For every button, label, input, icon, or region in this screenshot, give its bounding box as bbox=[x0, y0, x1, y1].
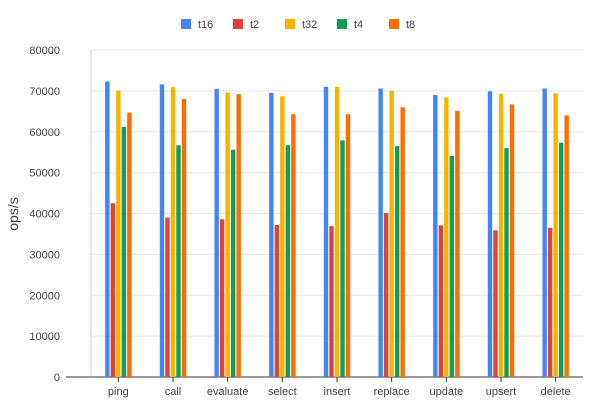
x-tick-label: update bbox=[430, 386, 464, 398]
bar-t2-delete[interactable] bbox=[547, 227, 553, 377]
bar-t16-upsert[interactable] bbox=[487, 91, 493, 377]
bar-t32-replace[interactable] bbox=[389, 90, 394, 377]
y-tick-label: 70000 bbox=[29, 86, 60, 98]
legend-label-t2[interactable]: t2 bbox=[250, 19, 259, 31]
bar-t16-update[interactable] bbox=[433, 94, 438, 378]
y-axis-label: ops/s bbox=[5, 197, 21, 230]
bar-t8-replace[interactable] bbox=[400, 107, 405, 377]
y-tick-label: 20000 bbox=[29, 290, 60, 302]
bar-t32-ping[interactable] bbox=[116, 90, 121, 377]
y-tick-label: 60000 bbox=[29, 127, 60, 139]
x-tick-label: delete bbox=[541, 386, 571, 398]
bar-t16-insert[interactable] bbox=[323, 86, 329, 377]
y-tick-label: 40000 bbox=[29, 209, 60, 221]
bar-t2-replace[interactable] bbox=[383, 213, 389, 377]
x-tick-label: select bbox=[268, 386, 297, 398]
y-tick-label: 80000 bbox=[29, 45, 60, 57]
bar-t4-delete[interactable] bbox=[558, 142, 564, 377]
legend-label-t4[interactable]: t4 bbox=[354, 19, 363, 31]
legend-swatch-t4[interactable] bbox=[337, 19, 347, 29]
bar-t8-update[interactable] bbox=[455, 110, 460, 377]
bar-t32-evaluate[interactable] bbox=[225, 92, 230, 377]
x-tick-label: call bbox=[165, 386, 182, 398]
legend-label-t32[interactable]: t32 bbox=[302, 19, 317, 31]
bar-t4-ping[interactable] bbox=[121, 126, 127, 377]
x-tick-label: evaluate bbox=[207, 386, 249, 398]
bar-t32-call[interactable] bbox=[170, 87, 176, 377]
legend-label-t8[interactable]: t8 bbox=[406, 19, 415, 31]
bar-t8-ping[interactable] bbox=[127, 112, 132, 377]
bar-t2-evaluate[interactable] bbox=[219, 219, 225, 377]
x-tick-label: ping bbox=[108, 386, 129, 398]
bar-t32-update[interactable] bbox=[444, 97, 449, 377]
bar-t2-update[interactable] bbox=[438, 225, 444, 377]
bar-t4-update[interactable] bbox=[449, 155, 455, 377]
bar-t8-delete[interactable] bbox=[564, 115, 569, 378]
bar-t2-select[interactable] bbox=[274, 224, 280, 377]
bar-t16-delete[interactable] bbox=[542, 88, 547, 378]
bar-t8-upsert[interactable] bbox=[509, 104, 515, 378]
legend[interactable]: t16 t2 t32 t4 t8 bbox=[181, 19, 415, 31]
legend-swatch-t8[interactable] bbox=[389, 19, 399, 29]
bar-t4-replace[interactable] bbox=[394, 146, 400, 377]
legend-swatch-t32[interactable] bbox=[285, 19, 295, 29]
bar-t4-upsert[interactable] bbox=[504, 148, 509, 377]
bar-t16-evaluate[interactable] bbox=[214, 88, 219, 378]
y-tick-label: 30000 bbox=[29, 249, 60, 261]
y-tick-label: 50000 bbox=[29, 168, 60, 180]
bar-t2-ping[interactable] bbox=[110, 203, 116, 377]
bar-t16-select[interactable] bbox=[269, 92, 274, 377]
x-tick-label: insert bbox=[324, 386, 351, 398]
legend-label-t16[interactable]: t16 bbox=[198, 19, 213, 31]
legend-swatch-t2[interactable] bbox=[233, 19, 243, 29]
bar-t2-call[interactable] bbox=[165, 217, 170, 377]
bar-t32-delete[interactable] bbox=[553, 93, 558, 377]
bar-layer bbox=[105, 81, 569, 378]
bar-t32-upsert[interactable] bbox=[498, 93, 504, 377]
x-tick-label: replace bbox=[374, 386, 410, 398]
bar-t16-replace[interactable] bbox=[378, 88, 383, 378]
bar-t4-evaluate[interactable] bbox=[230, 149, 236, 377]
bar-t32-insert[interactable] bbox=[334, 86, 340, 377]
bar-t16-call[interactable] bbox=[159, 84, 165, 378]
bar-t8-evaluate[interactable] bbox=[236, 94, 241, 378]
bar-t8-select[interactable] bbox=[291, 114, 296, 377]
bar-t4-select[interactable] bbox=[285, 145, 291, 377]
bar-t2-upsert[interactable] bbox=[493, 230, 498, 377]
x-tick-label: upsert bbox=[486, 386, 517, 398]
bar-t2-insert[interactable] bbox=[329, 226, 334, 377]
bar-t4-call[interactable] bbox=[176, 145, 181, 377]
y-tick-label: 0 bbox=[54, 372, 60, 384]
bar-t8-insert[interactable] bbox=[345, 114, 351, 377]
bar-t32-select[interactable] bbox=[280, 96, 285, 377]
bar-t16-ping[interactable] bbox=[105, 81, 110, 377]
bar-t4-insert[interactable] bbox=[340, 140, 345, 377]
legend-swatch-t16[interactable] bbox=[181, 19, 191, 29]
y-tick-label: 10000 bbox=[29, 331, 60, 343]
bar-t8-call[interactable] bbox=[181, 99, 187, 378]
